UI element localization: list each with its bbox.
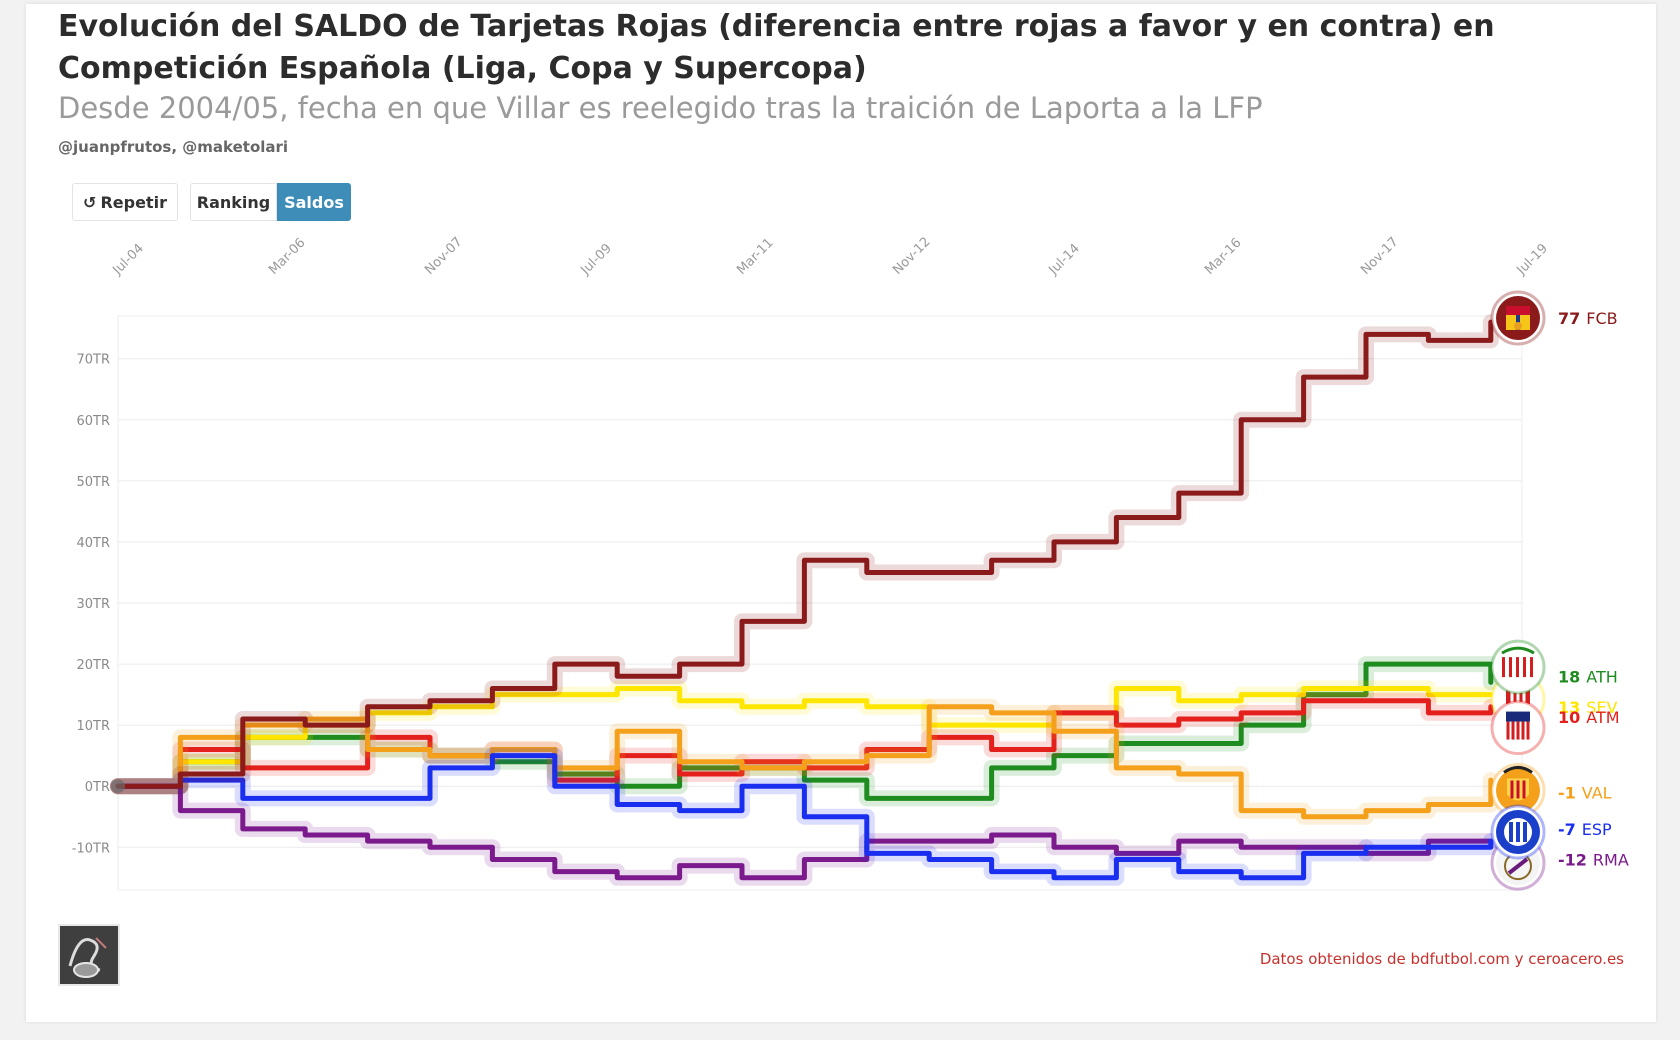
series-line-val <box>115 704 1494 820</box>
end-team-fcb: FCB <box>1586 309 1617 328</box>
end-label-esp: -7 ESP <box>1558 820 1612 839</box>
end-label-fcb: 77 FCB <box>1558 309 1618 328</box>
crest-part <box>1502 657 1505 678</box>
chart-title: Evolución del SALDO de Tarjetas Rojas (d… <box>58 9 1495 86</box>
repeat-button[interactable]: ↺ Repetir <box>72 183 178 221</box>
end-team-ath: ATH <box>1586 667 1618 686</box>
badge-esp <box>1490 804 1546 860</box>
crest-part <box>1507 857 1529 875</box>
crest-part <box>1509 657 1512 678</box>
y-tick-label: 60TR <box>76 414 110 429</box>
saldos-label: Saldos <box>284 193 344 212</box>
crest-part <box>1516 687 1520 710</box>
end-value-rma: -12 <box>1558 850 1587 869</box>
crest-part <box>1522 687 1526 710</box>
replay-icon: ↺ <box>83 193 97 212</box>
crest-part <box>1501 646 1535 655</box>
crest-part <box>1523 821 1527 842</box>
end-value-atm: 10 <box>1558 708 1580 727</box>
crest-part <box>1530 657 1533 678</box>
crest-part <box>1526 721 1530 740</box>
y-tick-label: 70TR <box>76 353 110 368</box>
x-tick-label: Jul-04 <box>110 241 147 278</box>
series-line-fcb <box>115 319 1494 789</box>
y-tick-label: 0TR <box>85 780 110 795</box>
crest-part <box>1511 721 1515 740</box>
crest-part <box>1514 322 1522 330</box>
badge-fcb <box>1490 290 1546 346</box>
x-tick-label: Mar-11 <box>734 235 776 277</box>
badge-val <box>1490 762 1546 818</box>
authors-credit: @juanpfrutos, @maketolari <box>58 138 289 156</box>
badge-atm <box>1490 700 1546 756</box>
end-label-val: -1 VAL <box>1558 783 1612 802</box>
y-tick-label: 40TR <box>76 536 110 551</box>
ranking-label: Ranking <box>196 193 271 212</box>
repeat-label: Repetir <box>100 193 167 212</box>
x-tick-label: Mar-06 <box>266 235 308 277</box>
x-tick-label: Jul-19 <box>1514 241 1551 278</box>
end-label-sev: 13 SEV <box>1558 698 1618 717</box>
author-logo-image <box>60 926 118 984</box>
x-tick-label: Jul-14 <box>1046 241 1083 278</box>
end-team-val: VAL <box>1582 783 1612 802</box>
end-value-ath: 18 <box>1558 667 1580 686</box>
end-label-ath: 18 ATH <box>1558 667 1618 686</box>
y-tick-label: 10TR <box>76 719 110 734</box>
y-tick-label: 50TR <box>76 475 110 490</box>
end-label-rma: -12 RMA <box>1558 850 1629 869</box>
x-tick-label: Nov-17 <box>1358 235 1401 278</box>
end-value-val: -1 <box>1558 783 1576 802</box>
x-tick-label: Mar-16 <box>1202 235 1244 277</box>
chart-subtitle: Desde 2004/05, fecha en que Villar es re… <box>58 91 1263 125</box>
crest-part <box>1516 721 1520 740</box>
series-line-esp <box>115 753 1494 881</box>
badge-ath <box>1490 639 1546 695</box>
x-tick-label: Nov-07 <box>422 235 465 278</box>
end-team-rma: RMA <box>1593 850 1629 869</box>
end-value-sev: 13 <box>1558 698 1580 717</box>
crest-part <box>1523 657 1526 678</box>
series-line-rma <box>115 783 1494 881</box>
y-tick-label: 20TR <box>76 658 110 673</box>
saldos-toggle-button[interactable]: Saldos <box>277 183 351 221</box>
crest-part <box>1503 765 1533 774</box>
end-team-atm: ATM <box>1586 708 1619 727</box>
crest-part <box>1522 780 1526 799</box>
x-tick-label: Jul-09 <box>578 241 615 278</box>
crest-part <box>1510 780 1514 799</box>
y-tick-label: -10TR <box>72 841 110 856</box>
end-team-esp: ESP <box>1582 820 1612 839</box>
crest-part <box>1506 306 1530 315</box>
crest-part <box>1506 721 1510 740</box>
crest-part <box>1516 657 1519 678</box>
crest-part <box>1516 821 1520 842</box>
origin-marker <box>111 779 125 794</box>
crest-part <box>1510 687 1514 710</box>
x-tick-label: Nov-12 <box>890 235 933 278</box>
crest-part <box>1509 821 1513 842</box>
crest-part <box>1506 711 1530 722</box>
ranking-toggle-button[interactable]: Ranking <box>190 183 277 221</box>
crest-part <box>1516 780 1520 799</box>
end-label-atm: 10 ATM <box>1558 708 1620 727</box>
y-tick-label: 30TR <box>76 597 110 612</box>
end-value-esp: -7 <box>1558 820 1576 839</box>
end-team-sev: SEV <box>1586 698 1617 717</box>
crest-part <box>1521 721 1525 740</box>
end-value-fcb: 77 <box>1558 309 1580 328</box>
author-logo <box>58 924 120 986</box>
data-source-note: Datos obtenidos de bdfutbol.com y ceroac… <box>1259 950 1624 968</box>
